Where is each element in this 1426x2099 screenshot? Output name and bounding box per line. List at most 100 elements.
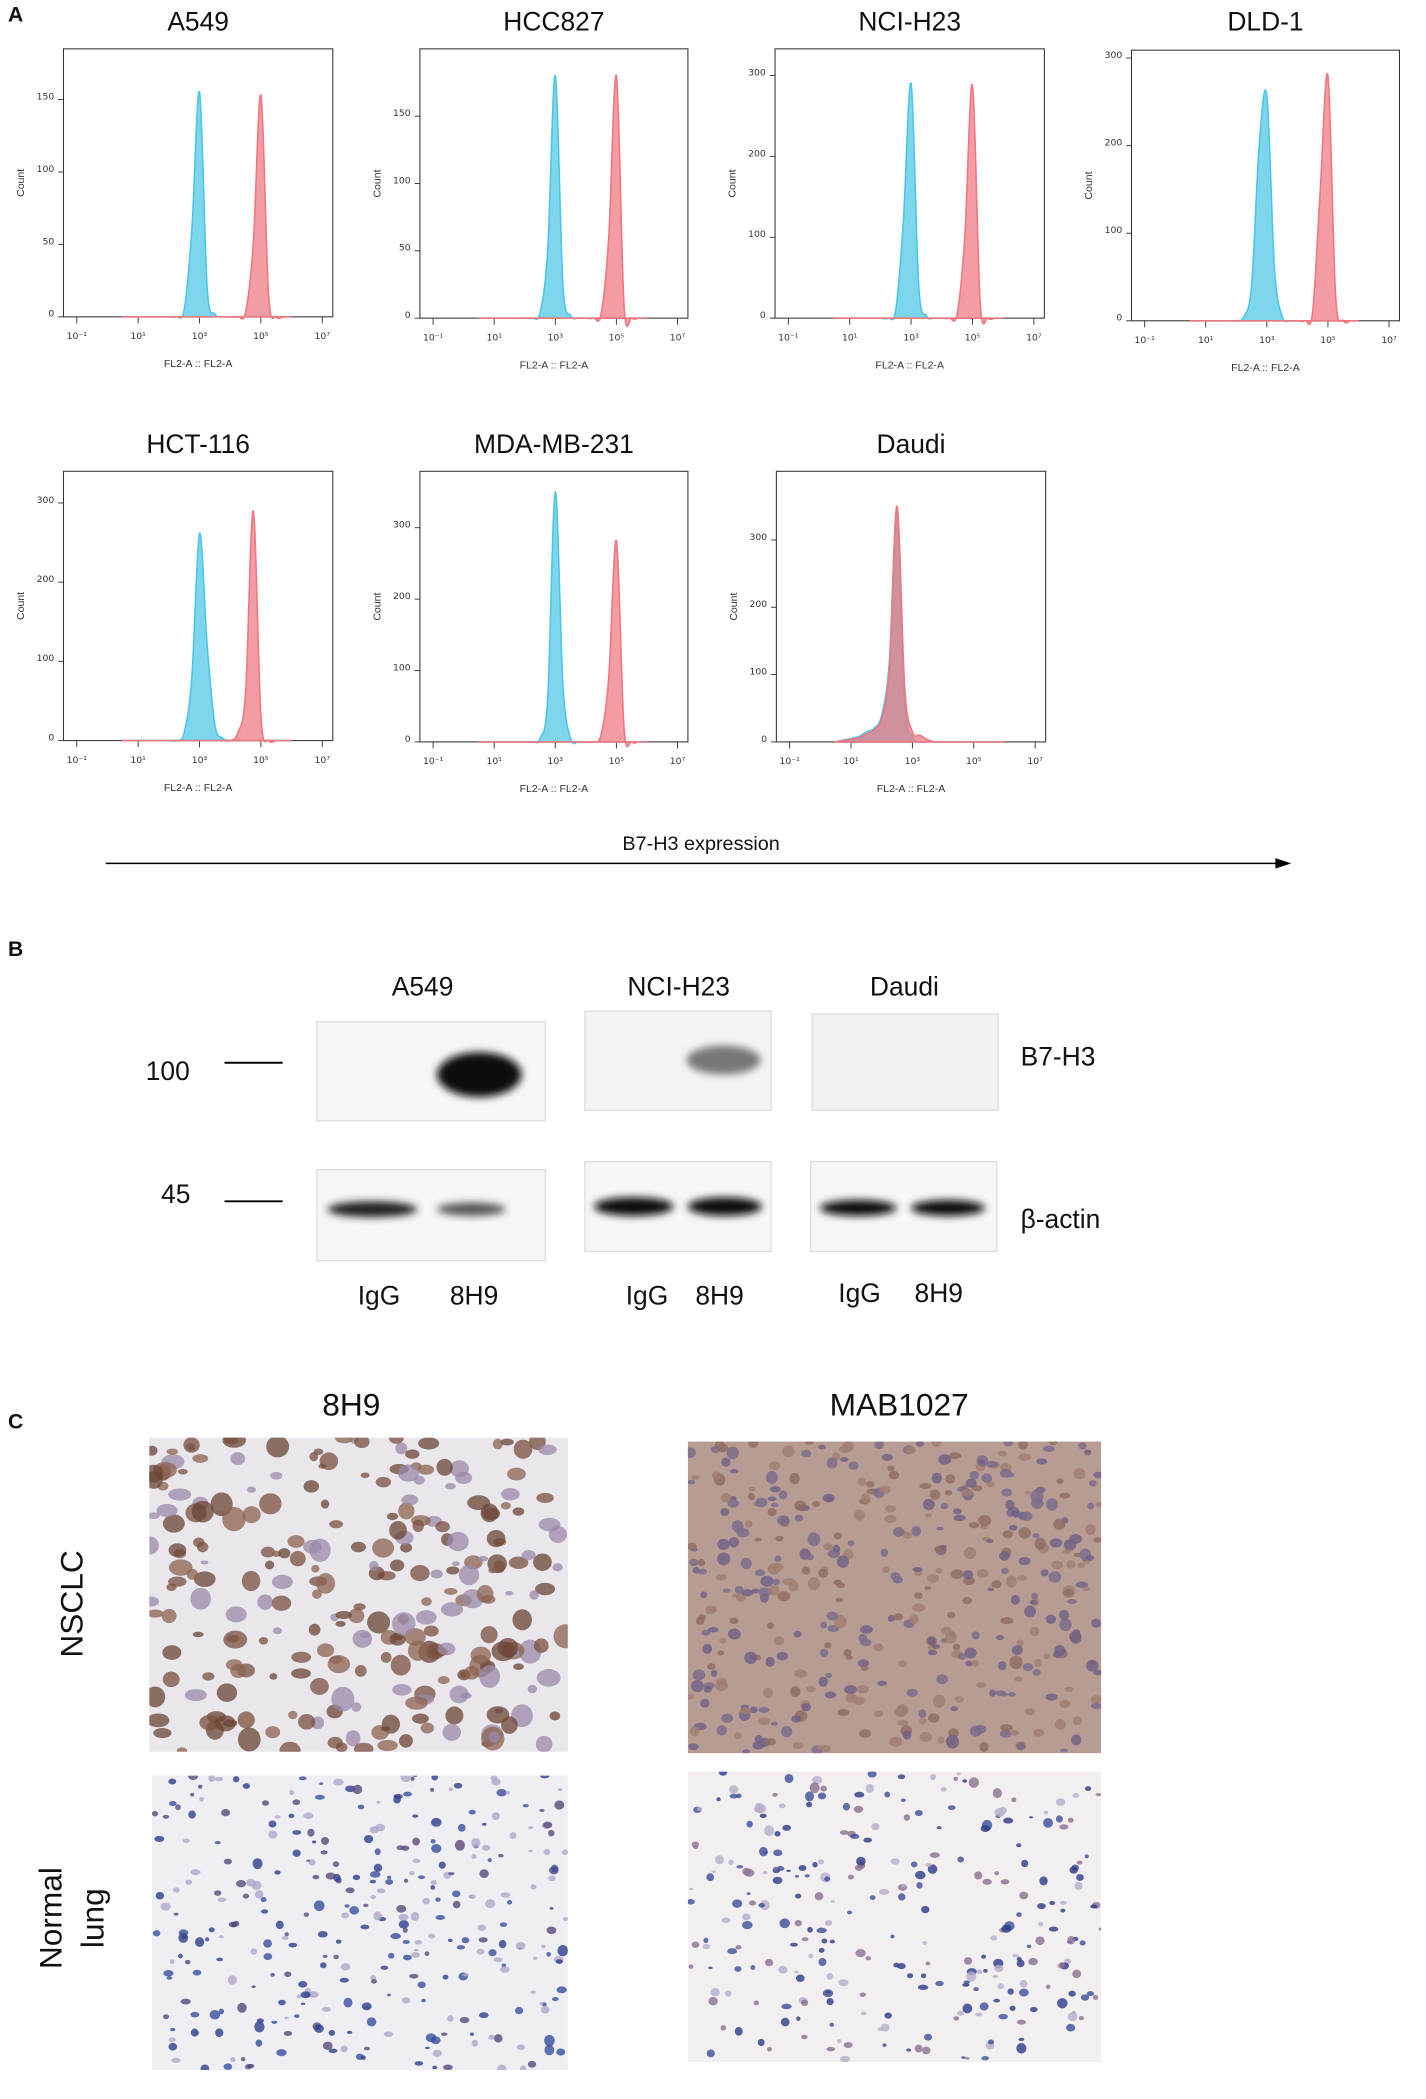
cell	[1001, 1488, 1013, 1497]
x-tick-label: 10⁻¹	[778, 332, 799, 343]
cell	[263, 1939, 272, 1948]
cell	[550, 1864, 559, 1873]
cell	[953, 1514, 966, 1522]
chart-title: HCC827	[503, 7, 604, 37]
cell	[696, 1806, 703, 1812]
tissue-texture	[149, 1437, 568, 1752]
cell	[874, 1441, 884, 1450]
cell	[389, 1521, 407, 1540]
cell	[847, 1874, 854, 1880]
cell	[1087, 1502, 1095, 1510]
cell	[1067, 1598, 1077, 1605]
cell	[966, 1971, 977, 1982]
cell	[719, 1637, 727, 1644]
cell	[795, 1974, 805, 1982]
cell	[287, 1535, 305, 1548]
cell	[522, 1803, 529, 1808]
cell	[993, 1998, 1001, 2003]
cell	[255, 2039, 263, 2047]
cell	[428, 1933, 436, 1939]
cell	[732, 1593, 740, 1598]
cell	[748, 1900, 757, 1906]
cell	[837, 2039, 842, 2044]
cell	[196, 1541, 209, 1553]
cell	[716, 1797, 721, 1802]
cell	[1024, 1605, 1037, 1618]
cell	[456, 1945, 466, 1950]
cell	[971, 1660, 980, 1667]
cell	[687, 1899, 695, 1905]
cell	[999, 1551, 1010, 1561]
cell	[742, 1749, 750, 1754]
x-tick-label: 10⁷	[315, 755, 331, 766]
cell	[310, 1678, 329, 1695]
cell	[485, 1899, 496, 1909]
y-axis-label: Count	[727, 169, 739, 197]
cell	[398, 1734, 413, 1748]
cell	[555, 1959, 563, 1964]
y-tick-label: 0	[1116, 313, 1122, 324]
cell	[166, 1448, 179, 1455]
cell	[897, 1963, 906, 1970]
cell	[884, 1505, 896, 1513]
cell	[369, 1871, 381, 1878]
cell	[254, 2021, 265, 2033]
cell	[1055, 1798, 1066, 1806]
cell	[281, 1935, 289, 1940]
cell	[321, 2006, 331, 2012]
cell	[397, 1464, 420, 1482]
cell	[930, 1773, 936, 1781]
cell	[742, 1867, 751, 1876]
cell	[430, 2036, 441, 2045]
cell	[516, 2044, 525, 2051]
cell	[964, 1647, 977, 1659]
cell	[734, 2026, 743, 2036]
cell	[385, 1879, 394, 1885]
cell	[333, 1873, 341, 1883]
cell	[501, 1963, 507, 1968]
cell	[197, 1784, 203, 1789]
cell	[412, 1837, 420, 1846]
cell	[781, 2003, 792, 2010]
cell	[479, 1869, 489, 1879]
cell	[976, 1568, 989, 1578]
cell	[804, 1441, 814, 1445]
cell	[393, 1795, 401, 1804]
cell	[860, 2011, 867, 2016]
cell	[321, 1836, 329, 1846]
cell	[720, 1493, 732, 1503]
cell	[237, 1727, 261, 1752]
cell	[557, 1788, 563, 1792]
cell	[557, 1944, 568, 1957]
cell	[498, 1940, 507, 1949]
cell	[764, 1958, 774, 1967]
cell	[520, 2065, 527, 2070]
cell	[902, 1532, 913, 1539]
panel-label: B	[8, 938, 23, 961]
cell	[721, 1917, 731, 1923]
cell	[906, 1688, 918, 1697]
cell	[329, 1520, 344, 1529]
cell	[1002, 1530, 1014, 1539]
cell	[826, 1457, 838, 1469]
cell	[269, 1673, 278, 1680]
cell	[435, 1521, 450, 1533]
cell	[149, 1445, 158, 1456]
cell	[417, 1875, 426, 1880]
cell	[468, 1894, 474, 1899]
cell	[845, 1693, 858, 1703]
arrow-label: B7-H3 expression	[622, 833, 779, 855]
cell	[991, 1580, 1002, 1589]
cell	[792, 1742, 804, 1749]
cell	[398, 1920, 409, 1929]
cell	[276, 2049, 287, 2057]
cell	[812, 1861, 818, 1868]
cell	[448, 1787, 453, 1792]
cell	[814, 1892, 824, 1901]
cell	[184, 1689, 207, 1701]
cell	[909, 1614, 919, 1625]
cell	[530, 1990, 536, 1994]
cell	[380, 1726, 390, 1732]
cell	[732, 1899, 743, 1908]
cell	[544, 2044, 555, 2056]
